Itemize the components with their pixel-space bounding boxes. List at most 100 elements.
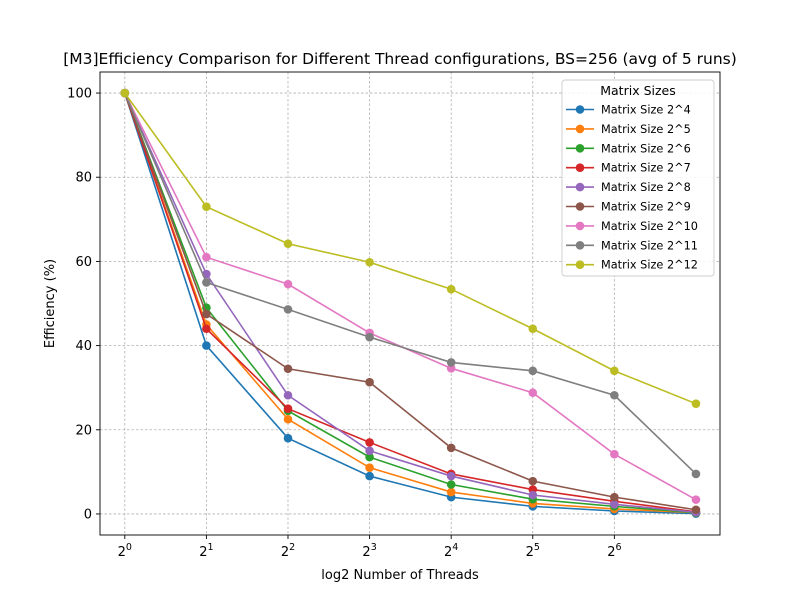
series-path: [124, 92, 697, 514]
legend-label: Matrix Size 2^12: [601, 259, 698, 272]
data-point: [446, 284, 456, 294]
data-point: [202, 324, 211, 334]
legend-entry: Matrix Size 2^5: [566, 123, 691, 136]
legend-marker: [575, 144, 585, 153]
y-tick-label: 100: [67, 87, 92, 102]
legend-marker: [575, 202, 585, 211]
y-tick-label: 80: [75, 171, 92, 186]
data-point: [691, 505, 701, 515]
series-line: [120, 88, 701, 517]
data-point: [610, 492, 619, 502]
legend-entry: Matrix Size 2^8: [566, 181, 691, 194]
series-layer: [120, 88, 701, 518]
data-point: [610, 499, 619, 509]
legend-entry: Matrix Size 2^4: [566, 104, 691, 117]
y-tick-label: 60: [75, 255, 92, 270]
data-point: [283, 433, 293, 443]
x-tick-label: 20: [118, 542, 132, 560]
legend-marker: [575, 105, 585, 114]
legend-label: Matrix Size 2^6: [601, 142, 691, 155]
data-point: [365, 452, 374, 462]
data-point: [691, 495, 701, 504]
series-path: [124, 92, 697, 405]
data-point: [446, 358, 456, 367]
data-point: [365, 257, 374, 267]
legend-entry: Matrix Size 2^6: [566, 142, 691, 155]
legend: Matrix Sizes Matrix Size 2^4 Matrix Size 2…: [561, 79, 715, 277]
legend-marker: [575, 163, 585, 172]
x-tick-label: 21: [199, 542, 213, 560]
legend-label: Matrix Size 2^8: [601, 181, 691, 194]
legend-box: [561, 79, 715, 277]
legend-entry: Matrix Size 2^12: [566, 259, 698, 272]
data-point: [528, 388, 538, 398]
legend-marker: [575, 241, 585, 250]
data-point: [283, 305, 293, 314]
series-path: [124, 92, 697, 511]
data-point: [365, 377, 374, 387]
data-point: [283, 279, 293, 289]
series-path: [124, 92, 696, 514]
legend-label: Matrix Size 2^9: [601, 201, 691, 214]
data-point: [283, 390, 293, 400]
legend-label: Matrix Size 2^10: [601, 220, 698, 233]
y-axis-label: Efficiency (%): [43, 259, 58, 348]
legend-label: Matrix Size 2^4: [601, 104, 691, 117]
series-line: [120, 88, 701, 515]
data-point: [202, 309, 211, 319]
data-point: [446, 471, 456, 481]
data-point: [528, 324, 538, 334]
legend-marker: [575, 221, 585, 231]
legend-entry: Matrix Size 2^10: [566, 220, 698, 233]
data-point: [446, 364, 456, 373]
x-axis: 20 21 22 23 24 25 26: [118, 535, 622, 560]
legend-entry: Matrix Size 2^9: [566, 201, 691, 214]
x-tick-label: 25: [526, 542, 540, 560]
data-point: [610, 390, 619, 400]
chart-title: [M3]Efficiency Comparison for Different …: [63, 50, 737, 68]
legend-entry: Matrix Size 2^7: [566, 162, 691, 175]
legend-entry: Matrix Size 2^11: [566, 239, 698, 252]
legend-label: Matrix Size 2^7: [601, 162, 691, 175]
data-point: [202, 252, 211, 262]
data-point: [202, 202, 211, 211]
data-point: [202, 341, 211, 350]
x-tick-label: 24: [444, 542, 458, 560]
data-point: [365, 438, 374, 447]
legend-marker: [575, 260, 585, 270]
data-point: [446, 443, 456, 453]
x-tick-label: 26: [607, 542, 621, 560]
data-point: [446, 480, 456, 489]
x-tick-label: 22: [281, 542, 295, 560]
legend-title: Matrix Sizes: [600, 83, 676, 98]
series-line: [120, 88, 701, 408]
data-point: [283, 404, 293, 414]
series-path: [124, 92, 697, 501]
series-path: [124, 92, 696, 515]
legend-marker: [575, 124, 585, 134]
data-point: [365, 463, 374, 472]
data-point: [120, 88, 130, 98]
y-tick-label: 20: [75, 423, 92, 438]
series-path: [124, 92, 697, 513]
legend-marker: [575, 182, 585, 192]
y-axis: 0 20 40 60 80 100: [67, 87, 100, 522]
data-point: [365, 446, 374, 456]
data-point: [528, 366, 538, 376]
data-point: [365, 332, 374, 342]
x-tick-label: 23: [362, 542, 376, 560]
data-point: [283, 239, 293, 249]
data-point: [528, 490, 538, 500]
data-point: [691, 469, 701, 479]
y-tick-label: 40: [75, 339, 92, 354]
series-path: [124, 92, 697, 514]
x-axis-label: log2 Number of Threads: [321, 568, 479, 583]
data-point: [446, 487, 456, 497]
series-path: [124, 92, 697, 475]
data-point: [202, 278, 211, 287]
plot-frame: [99, 71, 721, 536]
data-point: [283, 414, 293, 424]
legend-label: Matrix Size 2^11: [601, 239, 698, 252]
